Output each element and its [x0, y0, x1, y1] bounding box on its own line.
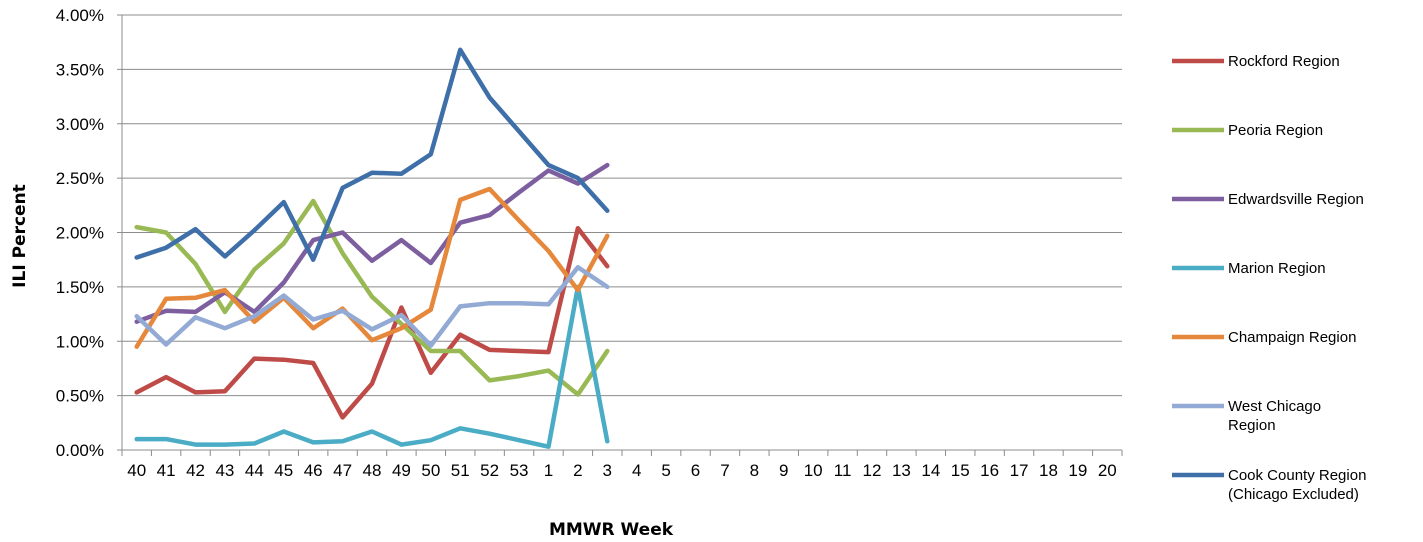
- series-line: [134, 284, 610, 449]
- x-tick-label: 11: [834, 461, 852, 480]
- x-tick-label: 1: [544, 461, 553, 480]
- x-tick-label: 2: [573, 461, 582, 480]
- x-tick-label: 13: [892, 461, 911, 480]
- series-line: [134, 162, 610, 324]
- legend-label: Region: [1228, 417, 1276, 434]
- x-tick-label: 7: [720, 461, 729, 480]
- legend-label: Rockford Region: [1228, 53, 1340, 70]
- x-tick-label: 14: [921, 461, 940, 480]
- x-tick-label: 47: [333, 461, 352, 480]
- x-tick-label: 46: [304, 461, 323, 480]
- x-tick-label: 45: [274, 461, 293, 480]
- x-tick-label: 12: [863, 461, 882, 480]
- legend-label: Marion Region: [1228, 260, 1326, 277]
- series-line: [134, 225, 610, 420]
- x-tick-label: 41: [157, 461, 176, 480]
- x-tick-label: 16: [980, 461, 999, 480]
- x-axis-ticks: 40 41 42 43 44 45 46 47 48 49 50 51 52 53 1 2 3 4 5 6 7 8 9 10 1…: [121, 450, 1123, 480]
- x-tick-label: 5: [661, 461, 670, 480]
- legend-label: West Chicago: [1228, 398, 1321, 415]
- y-tick-label: 0.50%: [56, 387, 104, 406]
- x-tick-label: 6: [691, 461, 700, 480]
- y-tick-label: 2.50%: [56, 169, 104, 188]
- x-tick-label: 19: [1068, 461, 1087, 480]
- series-lines: [134, 47, 610, 449]
- x-tick-label: 20: [1098, 461, 1117, 480]
- x-tick-label: 50: [421, 461, 440, 480]
- gridlines: [117, 14, 1122, 451]
- legend-label: Edwardsville Region: [1228, 191, 1364, 208]
- y-axis-title: ILI Percent: [10, 184, 30, 288]
- y-tick-label: 3.00%: [56, 115, 104, 134]
- x-tick-label: 18: [1039, 461, 1058, 480]
- x-tick-label: 15: [951, 461, 970, 480]
- x-tick-label: 17: [1010, 461, 1029, 480]
- legend: Rockford Region Peoria Region Edwardsville…: [1172, 53, 1366, 503]
- x-axis-title: MMWR Week: [549, 520, 674, 540]
- x-tick-label: 53: [510, 461, 529, 480]
- x-tick-label: 49: [392, 461, 411, 480]
- x-tick-label: 42: [186, 461, 205, 480]
- y-tick-label: 0.00%: [56, 441, 104, 460]
- legend-label: Peoria Region: [1228, 122, 1323, 139]
- series-line: [134, 186, 610, 349]
- x-tick-label: 40: [127, 461, 146, 480]
- x-tick-label: 51: [451, 461, 470, 480]
- y-axis-ticks: 0.00% 0.50% 1.00% 1.50% 2.00% 2.50% 3.00% 3.50%…: [56, 6, 104, 460]
- legend-label: Champaign Region: [1228, 329, 1356, 346]
- x-tick-label: 48: [363, 461, 382, 480]
- y-tick-label: 3.50%: [56, 60, 104, 79]
- x-tick-label: 8: [750, 461, 759, 480]
- legend-label: Cook County Region: [1228, 467, 1366, 484]
- x-tick-label: 3: [603, 461, 612, 480]
- y-tick-label: 4.00%: [56, 6, 104, 25]
- x-tick-label: 10: [804, 461, 823, 480]
- x-tick-label: 52: [480, 461, 499, 480]
- series-line: [134, 265, 610, 348]
- series-line: [134, 198, 610, 397]
- legend-label: (Chicago Excluded): [1228, 486, 1359, 503]
- x-tick-label: 9: [779, 461, 788, 480]
- series-line: [134, 47, 610, 262]
- x-tick-label: 44: [245, 461, 264, 480]
- y-tick-label: 2.00%: [56, 224, 104, 243]
- x-tick-label: 4: [632, 461, 641, 480]
- y-tick-label: 1.50%: [56, 278, 104, 297]
- y-tick-label: 1.00%: [56, 332, 104, 351]
- x-tick-label: 43: [215, 461, 234, 480]
